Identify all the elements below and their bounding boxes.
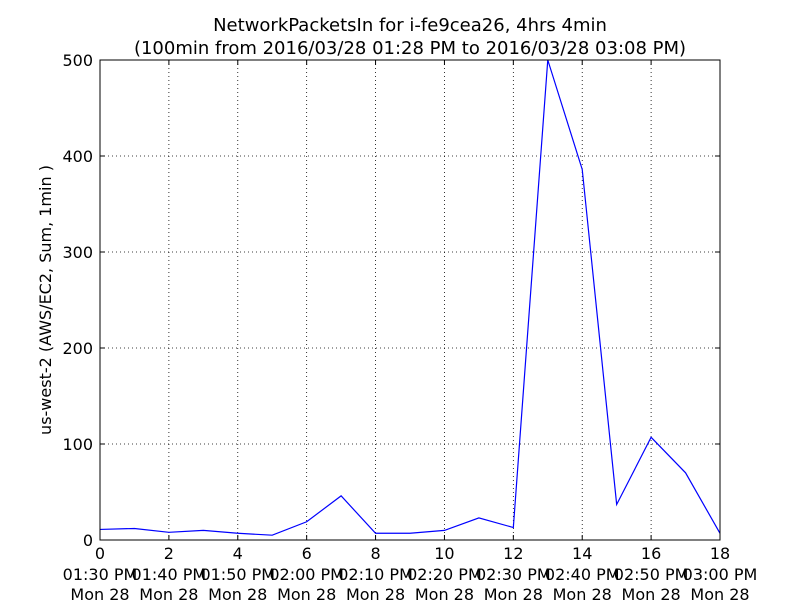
x-tick-date-label: Mon 28 xyxy=(690,585,749,600)
x-tick-label: 2 xyxy=(164,544,174,563)
x-tick-time-label: 01:40 PM xyxy=(132,565,207,584)
y-tick-label: 200 xyxy=(62,339,93,358)
grid-lines xyxy=(100,60,720,540)
x-tick-time-label: 02:10 PM xyxy=(338,565,413,584)
chart-title-line1: NetworkPacketsIn for i-fe9cea26, 4hrs 4m… xyxy=(213,15,607,36)
x-tick-date-label: Mon 28 xyxy=(277,585,336,600)
x-tick-date-label: Mon 28 xyxy=(622,585,681,600)
y-tick-label: 100 xyxy=(62,435,93,454)
y-axis-label: us-west-2 (AWS/EC2, Sum, 1min ) xyxy=(36,165,55,435)
x-tick-date-label: Mon 28 xyxy=(415,585,474,600)
x-tick-time-label: 02:50 PM xyxy=(614,565,689,584)
x-tick-label: 10 xyxy=(434,544,454,563)
x-tick-time-label: 02:30 PM xyxy=(476,565,551,584)
axis-ticks xyxy=(99,59,721,541)
x-tick-date-label: Mon 28 xyxy=(484,585,543,600)
x-tick-label: 16 xyxy=(641,544,661,563)
y-tick-label: 500 xyxy=(62,51,93,70)
x-tick-label: 4 xyxy=(233,544,243,563)
x-tick-date-label: Mon 28 xyxy=(208,585,267,600)
x-tick-label: 12 xyxy=(503,544,523,563)
chart-title-line2: (100min from 2016/03/28 01:28 PM to 2016… xyxy=(134,38,686,59)
x-tick-date-label: Mon 28 xyxy=(553,585,612,600)
x-tick-time-label: 03:00 PM xyxy=(683,565,758,584)
y-tick-label: 400 xyxy=(62,147,93,166)
y-axis-tick-labels: 0 100 200 300 400 500 xyxy=(62,51,93,550)
x-tick-date-label: Mon 28 xyxy=(139,585,198,600)
x-tick-time-label: 02:40 PM xyxy=(545,565,620,584)
plot-area xyxy=(99,59,721,541)
x-tick-time-label: 02:20 PM xyxy=(407,565,482,584)
x-tick-time-label: 01:30 PM xyxy=(63,565,138,584)
y-tick-label: 300 xyxy=(62,243,93,262)
x-tick-label: 14 xyxy=(572,544,592,563)
x-tick-date-label: Mon 28 xyxy=(70,585,129,600)
series-layer xyxy=(99,59,721,536)
x-tick-time-label: 02:00 PM xyxy=(269,565,344,584)
x-tick-time-label: 01:50 PM xyxy=(200,565,275,584)
x-tick-label: 8 xyxy=(370,544,380,563)
x-tick-date-label: Mon 28 xyxy=(346,585,405,600)
x-tick-label: 18 xyxy=(710,544,730,563)
plot-background xyxy=(100,60,720,540)
x-tick-label: 6 xyxy=(302,544,312,563)
x-tick-label: 0 xyxy=(95,544,105,563)
series-line xyxy=(99,59,721,536)
y-tick-label: 0 xyxy=(83,531,93,550)
plot-frame xyxy=(99,59,721,541)
